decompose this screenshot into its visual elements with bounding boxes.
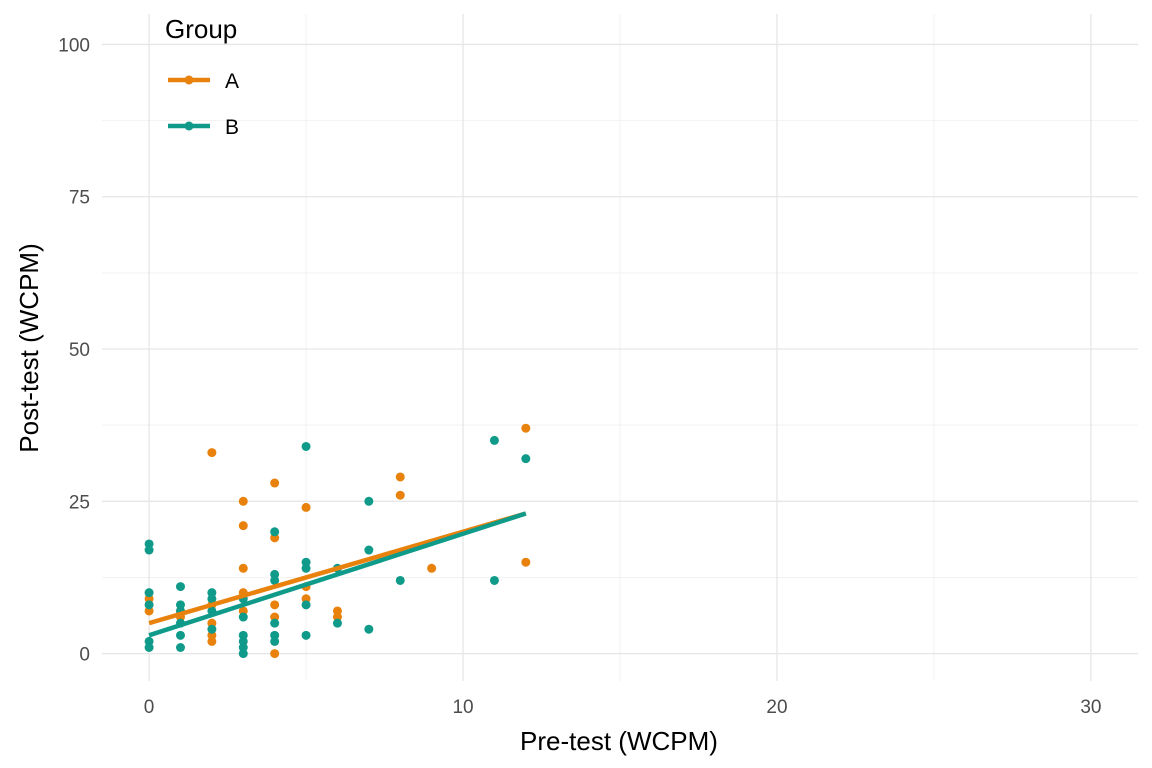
y-tick-label: 0: [79, 645, 90, 666]
legend: Group AB: [165, 14, 239, 139]
data-point-b: [270, 527, 280, 537]
data-point-a: [395, 472, 405, 482]
data-point-a: [207, 448, 217, 458]
y-tick-label: 50: [69, 340, 90, 361]
y-axis-title: Post-test (WCPM): [14, 243, 44, 452]
legend-label-a: A: [225, 70, 239, 93]
data-point-a: [301, 502, 311, 512]
data-point-a: [521, 423, 531, 433]
data-point-b: [175, 582, 185, 592]
data-point-b: [301, 441, 311, 451]
x-tick-labels: 0 10 20 30: [144, 697, 1102, 718]
data-point-b: [301, 600, 311, 610]
x-tick-label: 30: [1080, 697, 1101, 718]
data-point-a: [238, 563, 248, 573]
data-point-b: [238, 649, 248, 659]
y-tick-label: 25: [69, 492, 90, 513]
data-points: [144, 423, 531, 659]
data-point-b: [489, 575, 499, 585]
legend-title: Group: [165, 14, 237, 44]
data-point-b: [207, 594, 217, 604]
data-point-a: [270, 478, 280, 488]
data-point-b: [364, 545, 374, 555]
data-point-a: [427, 563, 437, 573]
data-point-b: [301, 563, 311, 573]
legend-key-point-b: [184, 121, 194, 131]
data-point-b: [175, 630, 185, 640]
data-point-b: [175, 642, 185, 652]
data-point-b: [207, 624, 217, 634]
data-point-a: [395, 490, 405, 500]
data-point-b: [332, 618, 342, 628]
data-point-b: [301, 630, 311, 640]
data-point-a: [270, 600, 280, 610]
trend-line-b: [148, 511, 527, 638]
data-point-b: [238, 612, 248, 622]
x-tick-label: 20: [766, 697, 787, 718]
legend-key-point-a: [184, 75, 194, 85]
minor-gridlines: [102, 14, 1138, 681]
data-point-a: [521, 557, 531, 567]
data-point-b: [144, 600, 154, 610]
y-tick-label: 75: [69, 188, 90, 209]
x-tick-label: 0: [144, 697, 155, 718]
y-tick-label: 100: [58, 35, 90, 56]
data-point-a: [238, 521, 248, 531]
data-point-b: [270, 618, 280, 628]
data-point-b: [144, 642, 154, 652]
data-point-b: [489, 435, 499, 445]
x-axis-title: Pre-test (WCPM): [520, 726, 718, 756]
y-tick-labels: 0 25 50 75 100: [58, 35, 90, 665]
x-tick-label: 10: [452, 697, 473, 718]
data-point-b: [395, 575, 405, 585]
data-point-a: [270, 649, 280, 659]
data-point-b: [521, 454, 531, 464]
trend-lines: [148, 511, 527, 638]
data-point-a: [238, 496, 248, 506]
legend-label-b: B: [225, 116, 239, 139]
data-point-b: [270, 636, 280, 646]
data-point-b: [144, 588, 154, 598]
data-point-b: [270, 575, 280, 585]
data-point-b: [144, 545, 154, 555]
data-point-b: [364, 624, 374, 634]
data-point-b: [364, 496, 374, 506]
